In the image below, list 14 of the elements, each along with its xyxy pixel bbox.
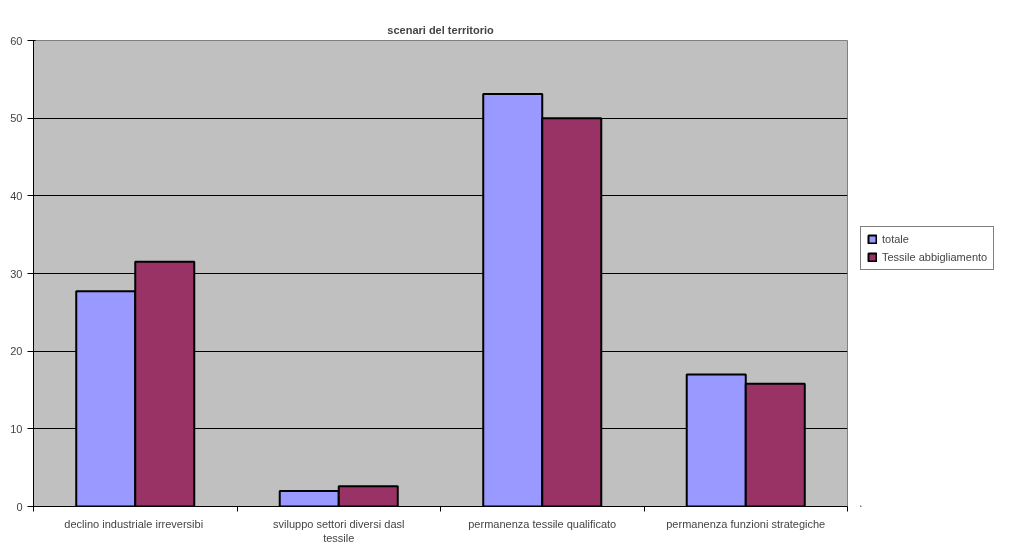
x-tick-label: declino industriale irreversibi (64, 517, 204, 530)
y-tick-label: 20 (10, 345, 23, 358)
legend-label: totale (882, 233, 909, 245)
y-tick-label: 60 (10, 34, 23, 47)
x-tick-label: sviluppo settori diversi dasl tessile (273, 517, 405, 544)
y-tick-label: 50 (10, 112, 23, 125)
legend-label: Tessile abbigliamento (882, 251, 988, 263)
y-tick-label: 0 (16, 500, 23, 513)
x-tick-label: permanenza tessile qualificato (468, 517, 617, 530)
y-tick-label: 30 (10, 267, 23, 280)
x-tick-label: permanenza funzioni strategiche (666, 517, 826, 530)
chart-title: scenari del territorio (387, 23, 494, 36)
y-tick-label: 40 (10, 189, 23, 202)
y-tick-label: 10 (10, 422, 23, 435)
